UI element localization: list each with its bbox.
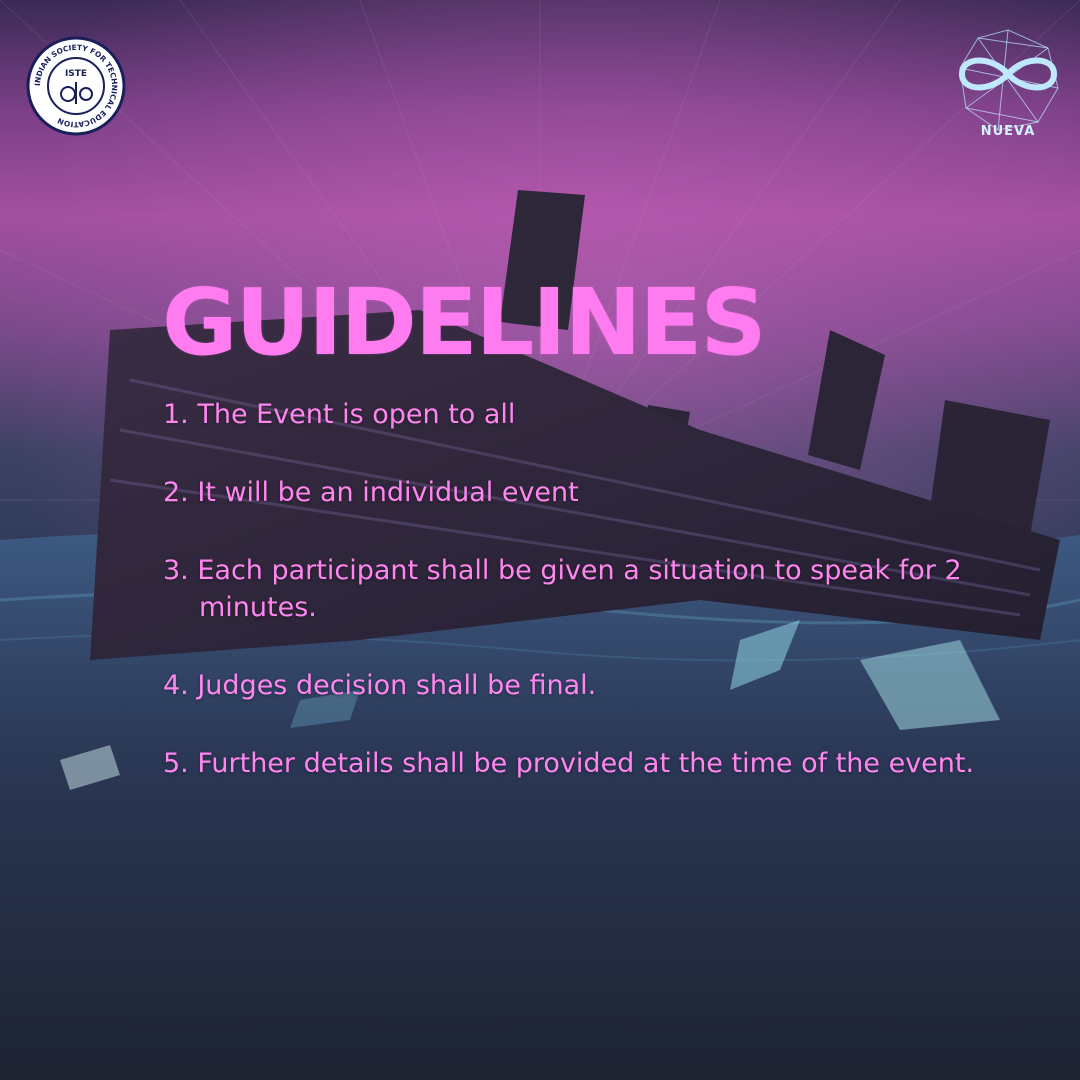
guidelines-list: 1. The Event is open to all 2. It will b… [163, 396, 1043, 823]
iste-logo-center-text: ISTE [65, 69, 87, 79]
nueva-logo-label: NUEVA [980, 124, 1036, 139]
infinity-dna-icon [958, 57, 1058, 91]
nueva-logo [958, 29, 1059, 131]
list-item: 3. Each participant shall be given a sit… [163, 555, 962, 623]
list-item: 5. Further details shall be provided at … [163, 748, 975, 779]
page-title: GUIDELINES [162, 269, 767, 376]
list-item: 1. The Event is open to all [163, 399, 516, 430]
iste-emblem-icon [60, 82, 93, 104]
list-item: 2. It will be an individual event [163, 477, 579, 508]
iste-logo: INDIAN SOCIETY FOR TECHNICAL EDUCATION I… [26, 36, 126, 136]
list-item: 4. Judges decision shall be final. [163, 670, 597, 701]
